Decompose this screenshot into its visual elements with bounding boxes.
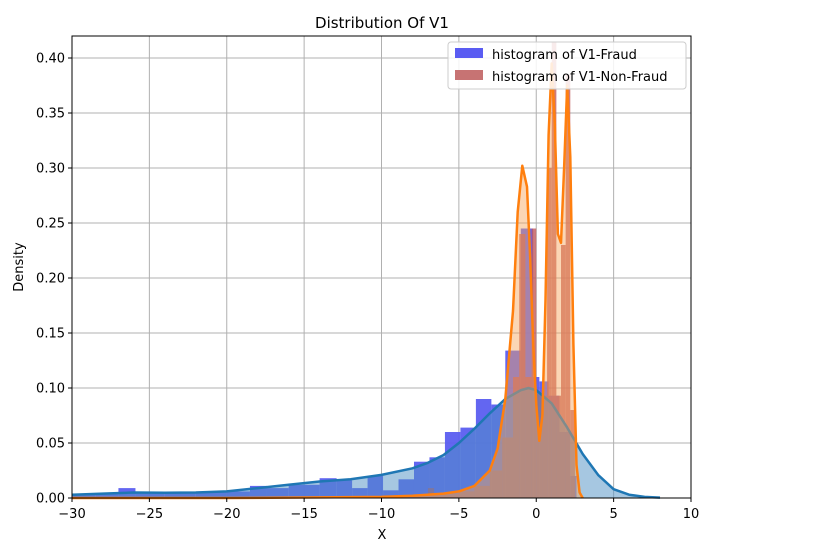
y-tick-label: 0.00 <box>36 492 65 507</box>
x-axis-label: X <box>378 528 387 540</box>
y-axis-ticks: 0.00 0.05 0.10 0.15 0.20 0.25 0.30 0.35 0.40 <box>36 52 72 507</box>
non-fraud-bar <box>561 245 566 498</box>
x-tick-label: 0 <box>532 507 540 522</box>
x-tick-label: 10 <box>683 507 700 522</box>
non-fraud-kde-line <box>72 62 584 500</box>
x-tick-label: −25 <box>136 507 163 522</box>
y-tick-label: 0.35 <box>36 107 65 122</box>
legend-box <box>447 41 687 90</box>
legend-label-non-fraud: histogram of V1-Non-Fraud <box>492 70 668 85</box>
y-tick-label: 0.40 <box>36 52 65 67</box>
x-tick-label: −5 <box>449 507 468 522</box>
y-tick-label: 0.25 <box>36 217 65 232</box>
x-tick-label: −30 <box>58 507 85 522</box>
y-tick-label: 0.05 <box>36 437 65 452</box>
non-fraud-bar <box>519 234 526 498</box>
y-axis-label: Density <box>12 242 27 292</box>
non-fraud-bar <box>551 41 557 498</box>
non-fraud-bar <box>565 74 571 498</box>
x-tick-label: −10 <box>368 507 395 522</box>
y-tick-label: 0.20 <box>36 272 65 287</box>
non-fraud-kde-area <box>72 63 583 498</box>
x-tick-label: −15 <box>290 507 317 522</box>
x-tick-label: −20 <box>213 507 240 522</box>
legend: histogram of V1-Fraud histogram of V1-No… <box>447 41 687 90</box>
y-tick-label: 0.30 <box>36 162 65 177</box>
kde-curves <box>71 62 661 500</box>
grid-lines <box>71 36 692 499</box>
y-tick-label: 0.10 <box>36 382 65 397</box>
y-tick-label: 0.15 <box>36 327 65 342</box>
x-tick-label: 5 <box>609 507 617 522</box>
legend-swatch-fraud <box>455 48 483 58</box>
legend-swatch-non-fraud <box>455 70 483 80</box>
legend-label-fraud: histogram of V1-Fraud <box>492 48 637 63</box>
x-axis-ticks: −30 −25 −20 −15 −10 −5 0 5 10 <box>58 498 699 522</box>
fraud-kde-line <box>71 386 661 499</box>
chart-title: Distribution Of V1 <box>315 14 449 32</box>
fraud-kde-area <box>72 388 660 498</box>
non-fraud-bar <box>547 168 552 498</box>
